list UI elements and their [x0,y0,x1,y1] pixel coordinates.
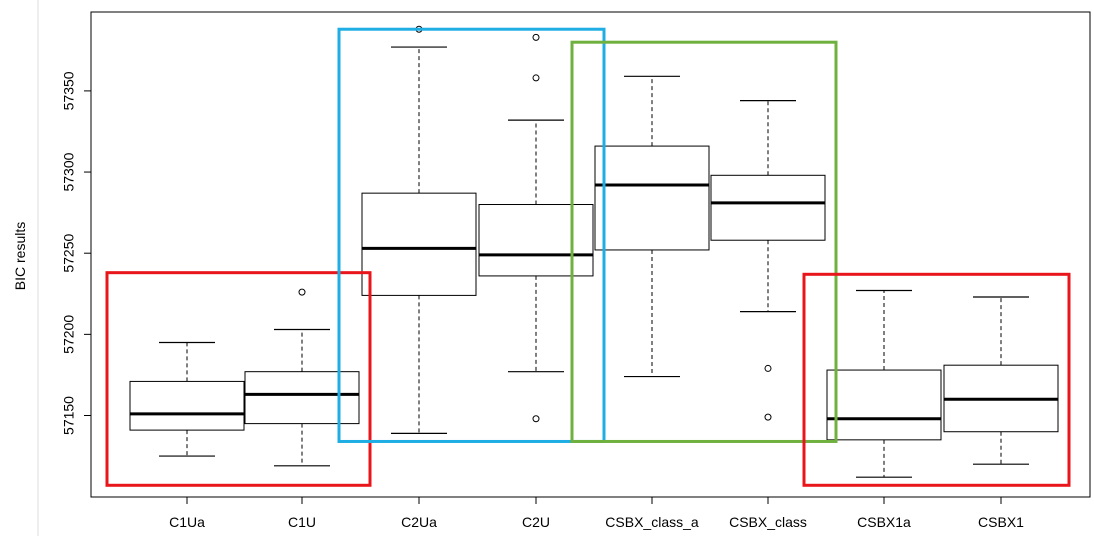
x-tick-label: C1U [288,514,316,530]
highlight-group-1 [105,271,372,487]
box-C2U [478,33,594,423]
interquartile-box [361,192,477,296]
outlier-point [764,413,772,421]
x-tick-label: CSBX_class [729,514,807,530]
outlier-point [298,288,306,296]
interquartile-box [478,204,594,277]
x-tick-label: CSBX1 [978,514,1024,530]
highlight-group-4 [802,272,1071,487]
interquartile-box [244,371,360,425]
highlight-group-3 [570,40,838,443]
box-C2Ua [361,25,477,434]
outlier-point [532,415,540,423]
outlier-point [764,364,772,372]
box-CSBX1 [943,296,1059,465]
box-C1U [244,288,360,467]
x-tick-label: C2U [522,514,550,530]
box-series [129,25,1059,478]
y-tick-label: 57250 [61,234,77,273]
interquartile-box [710,174,826,241]
x-tick-label: C2Ua [401,514,437,530]
box-CSBX_class_a [594,75,710,378]
box-CSBX_class [710,100,826,421]
x-axis: C1Ua C1U C2Ua C2U CSBX_class_a CSBX_class CSBX… [169,497,1024,530]
outlier-point [532,74,540,82]
y-axis-label: BIC results [12,222,28,290]
box-CSBX1a [826,289,942,478]
y-tick-label: 57150 [61,396,77,435]
box-C1Ua [129,341,245,457]
x-tick-label: C1Ua [169,514,205,530]
interquartile-box [129,380,245,431]
x-tick-label: CSBX_class_a [605,514,699,530]
interquartile-box [594,145,710,251]
y-tick-label: 57350 [61,71,77,110]
y-axis: 57150 57200 57250 57300 57350 [61,71,92,435]
highlight-group-2 [337,27,606,443]
y-tick-label: 57300 [61,152,77,191]
highlight-rectangles [105,27,1071,487]
interquartile-box [826,369,942,441]
x-tick-label: CSBX1a [857,514,911,530]
outlier-point [532,33,540,41]
y-tick-label: 57200 [61,315,77,354]
